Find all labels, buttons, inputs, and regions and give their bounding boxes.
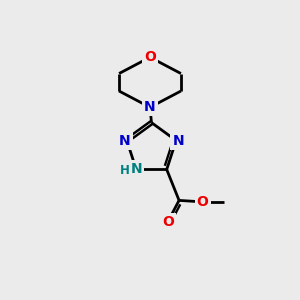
Text: N: N (130, 163, 142, 176)
Text: O: O (197, 195, 208, 209)
Text: N: N (144, 100, 156, 114)
Text: O: O (144, 50, 156, 64)
Text: O: O (162, 214, 174, 229)
Text: H: H (120, 164, 130, 178)
Text: N: N (119, 134, 130, 148)
Text: N: N (172, 134, 184, 148)
